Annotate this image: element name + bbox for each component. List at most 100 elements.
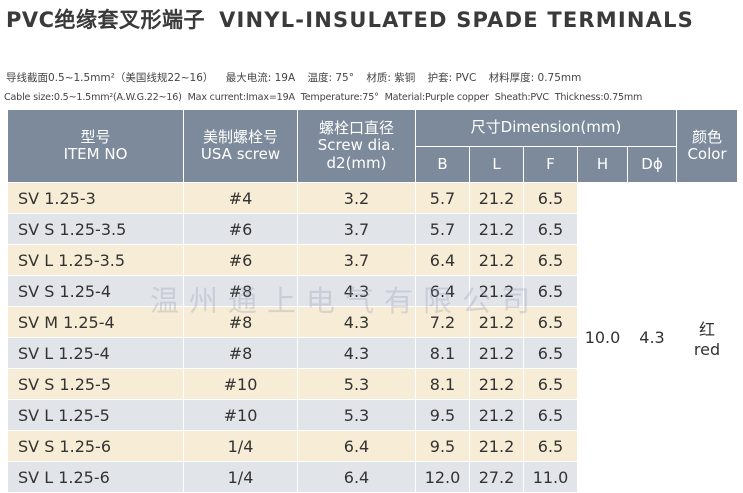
cell-usa-screw: #8 [183, 306, 298, 338]
cell-usa-screw: #6 [183, 213, 298, 245]
cell-screw-dia: 4.3 [297, 275, 416, 307]
header-usa-screw: 美制螺栓号 USA screw [183, 109, 298, 183]
cell-l: 21.2 [469, 182, 524, 214]
cell-item: SV L 1.25-5 [7, 399, 184, 431]
cell-b: 8.1 [415, 337, 470, 369]
cell-screw-dia: 5.3 [297, 368, 416, 400]
cell-l: 27.2 [469, 461, 524, 493]
header-screw-cn: 螺栓口直径 [318, 119, 394, 138]
header-f: F [523, 146, 578, 183]
cell-f: 6.5 [523, 430, 578, 462]
header-color: 颜色 Color [676, 109, 739, 183]
cell-item: SV S 1.25-3.5 [7, 213, 184, 245]
table-row: SV S 1.25-4 #8 4.3 6.4 21.2 6.5 [7, 275, 738, 307]
header-item-en: ITEM NO [63, 145, 128, 163]
cell-screw-dia: 4.3 [297, 306, 416, 338]
table-row: SV L 1.25-6 1/4 6.4 12.0 27.2 11.0 [7, 461, 738, 493]
cell-screw-dia: 6.4 [297, 430, 416, 462]
spec-temperature-en: Temperature:75° [300, 92, 379, 103]
table-row: SV M 1.25-4 #8 4.3 7.2 21.2 6.5 [7, 306, 738, 338]
cell-f: 6.5 [523, 244, 578, 276]
header-color-cn: 颜色 [692, 127, 723, 146]
cell-l: 21.2 [469, 399, 524, 431]
table-row: SV L 1.25-4 #8 4.3 8.1 21.2 6.5 [7, 337, 738, 369]
header-screw-en: Screw dia. [317, 136, 396, 155]
cell-f: 6.5 [523, 213, 578, 245]
cell-l: 21.2 [469, 244, 524, 276]
cell-b: 7.2 [415, 306, 470, 338]
cell-l: 21.2 [469, 213, 524, 245]
spec-material-cn: 材质: 紫铜 [366, 72, 416, 84]
cell-b: 9.5 [415, 399, 470, 431]
cell-screw-dia: 3.2 [297, 182, 416, 214]
title-cn: PVC绝缘套叉形端子 [6, 8, 206, 32]
cell-l: 21.2 [469, 275, 524, 307]
cell-b: 8.1 [415, 368, 470, 400]
header-dimension: 尺寸Dimension(mm) [414, 109, 678, 147]
header-item-cn: 型号 [80, 127, 111, 146]
page-title: PVC绝缘套叉形端子 VINYL-INSULATED SPADE TERMINA… [6, 4, 694, 34]
spec-thickness-cn: 材料厚度: 0.75mm [488, 72, 582, 84]
cell-h-common: 10.0 [577, 182, 628, 493]
spec-material-en: Material:Purple copper [384, 92, 490, 103]
cell-usa-screw: #4 [183, 182, 298, 214]
title-en: VINYL-INSULATED SPADE TERMINALS [219, 8, 695, 32]
cell-f: 6.5 [523, 368, 578, 400]
cell-usa-screw: #10 [183, 399, 298, 431]
cell-screw-dia: 5.3 [297, 399, 416, 431]
header-d: Dϕ [626, 146, 678, 183]
header-item: 型号 ITEM NO [7, 109, 184, 183]
cell-l: 21.2 [469, 368, 524, 400]
cell-screw-dia: 3.7 [297, 244, 416, 276]
cell-item: SV L 1.25-4 [7, 337, 184, 369]
cell-l: 21.2 [469, 306, 524, 338]
spec-temperature-cn: 温度: 75° [307, 72, 355, 84]
cell-l: 21.2 [469, 337, 524, 369]
cell-f: 6.5 [523, 182, 578, 214]
cell-usa-screw: #8 [183, 275, 298, 307]
header-usa-cn: 美制螺栓号 [202, 127, 278, 146]
cell-screw-dia: 3.7 [297, 213, 416, 245]
header-usa-en: USA screw [200, 145, 281, 163]
spec-max-current-cn: 最大电流: 19A [225, 72, 296, 84]
spec-cable-size-en: Cable size:0.5~1.5mm²(A.W.G.22~16) [4, 92, 182, 103]
cell-item: SV S 1.25-4 [7, 275, 184, 307]
cell-f: 6.5 [523, 275, 578, 307]
cell-usa-screw: 1/4 [183, 430, 298, 462]
cell-b: 6.4 [415, 275, 470, 307]
spec-sheath-en: Sheath:PVC [494, 92, 549, 103]
spec-table: 型号 ITEM NO 美制螺栓号 USA screw 螺栓口直径 Screw d… [7, 109, 739, 493]
cell-b: 6.4 [415, 244, 470, 276]
cell-item: SV 1.25-3 [7, 182, 184, 214]
table-row: SV L 1.25-5 #10 5.3 9.5 21.2 6.5 [7, 399, 738, 431]
cell-f: 6.5 [523, 337, 578, 369]
cell-usa-screw: #10 [183, 368, 298, 400]
cell-usa-screw: 1/4 [183, 461, 298, 493]
cell-b: 9.5 [415, 430, 470, 462]
cell-screw-dia: 4.3 [297, 337, 416, 369]
cell-l: 21.2 [469, 430, 524, 462]
table-row: SV L 1.25-3.5 #6 3.7 6.4 21.2 6.5 [7, 244, 738, 276]
cell-usa-screw: #8 [183, 337, 298, 369]
cell-item: SV L 1.25-6 [7, 461, 184, 493]
cell-item: SV M 1.25-4 [7, 306, 184, 338]
header-l: L [469, 146, 524, 183]
cell-b: 5.7 [415, 213, 470, 245]
spec-max-current-en: Max current:Imax=19A [187, 92, 295, 103]
cell-b: 5.7 [415, 182, 470, 214]
table-row: SV S 1.25-5 #10 5.3 8.1 21.2 6.5 [7, 368, 738, 400]
cell-item: SV S 1.25-5 [7, 368, 184, 400]
table-row: SV S 1.25-3.5 #6 3.7 5.7 21.2 6.5 [7, 213, 738, 245]
cell-item: SV S 1.25-6 [7, 430, 184, 462]
cell-f: 11.0 [523, 461, 578, 493]
header-color-en: Color [687, 145, 727, 163]
cell-b: 12.0 [415, 461, 470, 493]
spec-cable-size-cn: 导线截面0.5~1.5mm²（美国线规22~16） [6, 72, 214, 84]
header-h: H [577, 146, 628, 183]
cell-d-common: 4.3 [626, 182, 678, 493]
spec-line-en: Cable size:0.5~1.5mm²(A.W.G.22~16) Max c… [4, 92, 645, 103]
header-screw-unit: d2(mm) [326, 153, 387, 172]
cell-item: SV L 1.25-3.5 [7, 244, 184, 276]
cell-usa-screw: #6 [183, 244, 298, 276]
spec-line-cn: 导线截面0.5~1.5mm²（美国线规22~16） 最大电流: 19A 温度: … [6, 70, 590, 85]
